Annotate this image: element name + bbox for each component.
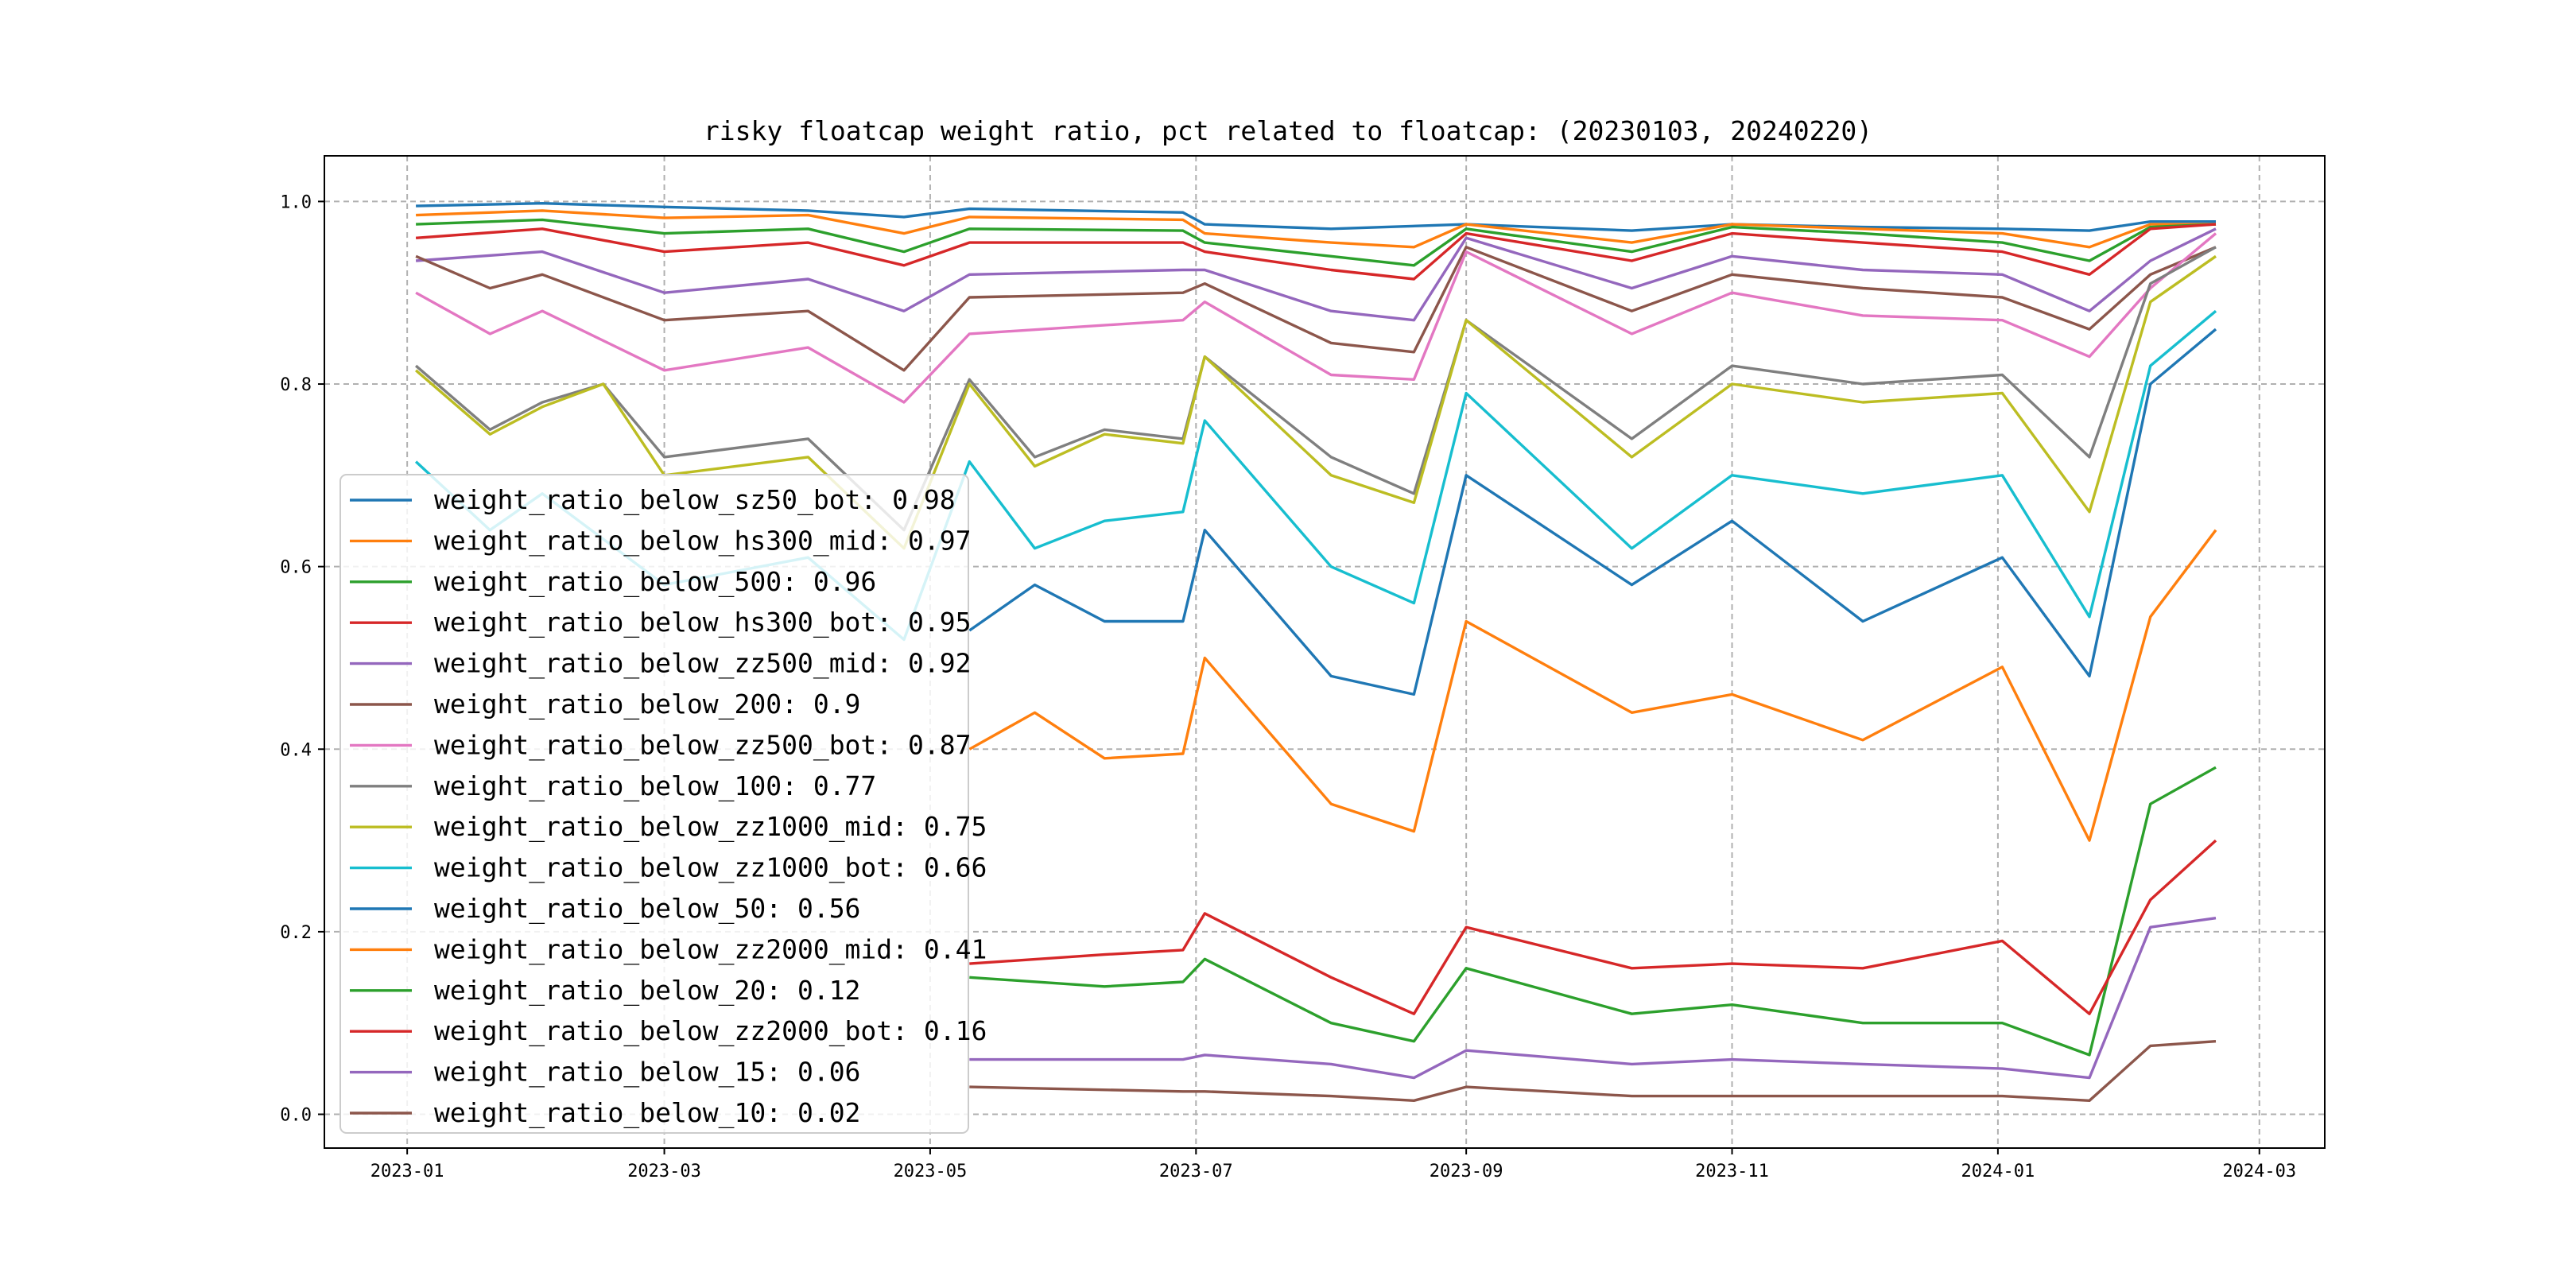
series-line-6	[415, 232, 2217, 404]
x-tick-label: 2023-03	[627, 1162, 701, 1181]
x-tick-label: 2023-01	[370, 1162, 444, 1181]
y-tick-label: 0.8	[280, 375, 312, 395]
series-line-5	[415, 246, 2217, 372]
y-tick-label: 0.4	[280, 740, 312, 760]
y-tick-label: 0.0	[280, 1106, 312, 1126]
series-line-8	[414, 254, 2217, 550]
legend-label: weight_ratio_below_zz500_mid: 0.92	[434, 648, 972, 680]
legend-label: weight_ratio_below_zz500_bot: 0.87	[434, 729, 972, 761]
x-tick-label: 2024-01	[1961, 1162, 2035, 1181]
series-line-0	[416, 202, 2216, 232]
series-line-11	[968, 529, 2217, 842]
y-tick-label: 1.0	[280, 192, 312, 212]
legend-label: weight_ratio_below_500: 0.96	[434, 566, 876, 598]
plot-area-frame	[324, 155, 2326, 1149]
axis-ticks: 2023-01 2023-03 2023-05 2023-07 2023-09 2023-…	[280, 192, 2296, 1181]
legend-label: weight_ratio_below_20: 0.12	[434, 975, 860, 1007]
legend-label: weight_ratio_below_hs300_bot: 0.95	[434, 607, 972, 638]
legend: weight_ratio_below_sz50_bot: 0.98 weight_…	[339, 474, 987, 1134]
series-line-14	[969, 917, 2217, 1080]
legend-label: weight_ratio_below_50: 0.56	[434, 893, 860, 925]
x-tick-label: 2023-05	[894, 1162, 968, 1181]
series-line-15	[969, 1040, 2217, 1102]
legend-label: weight_ratio_below_200: 0.9	[434, 689, 860, 720]
legend-label: weight_ratio_below_10: 0.02	[434, 1097, 860, 1129]
x-tick-label: 2024-03	[2222, 1162, 2296, 1181]
x-tick-label: 2023-09	[1430, 1162, 1503, 1181]
x-tick-label: 2023-11	[1695, 1162, 1769, 1181]
legend-label: weight_ratio_below_hs300_mid: 0.97	[434, 525, 972, 557]
legend-label: weight_ratio_below_100: 0.77	[434, 770, 876, 802]
series-line-12	[969, 766, 2217, 1057]
legend-label: weight_ratio_below_sz50_bot: 0.98	[434, 484, 956, 516]
legend-label: weight_ratio_below_zz2000_bot: 0.16	[434, 1015, 987, 1047]
series-line-2	[416, 218, 2217, 267]
y-tick-label: 0.2	[280, 923, 312, 943]
series-line-3	[415, 223, 2217, 281]
legend-label: weight_ratio_below_zz2000_mid: 0.41	[434, 933, 987, 965]
chart-title: risky floatcap weight ratio, pct related…	[704, 115, 1872, 146]
series-line-10	[968, 328, 2217, 696]
legend-box	[339, 474, 969, 1134]
x-tick-label: 2023-07	[1159, 1162, 1233, 1181]
series-line-4	[415, 227, 2217, 322]
legend-label: weight_ratio_below_zz1000_mid: 0.75	[434, 811, 987, 843]
legend-label: weight_ratio_below_zz1000_bot: 0.66	[434, 852, 987, 884]
series-line-1	[416, 209, 2216, 249]
legend-label: weight_ratio_below_15: 0.06	[434, 1057, 860, 1088]
y-tick-label: 0.6	[280, 558, 312, 578]
series-line-13	[969, 839, 2217, 1015]
